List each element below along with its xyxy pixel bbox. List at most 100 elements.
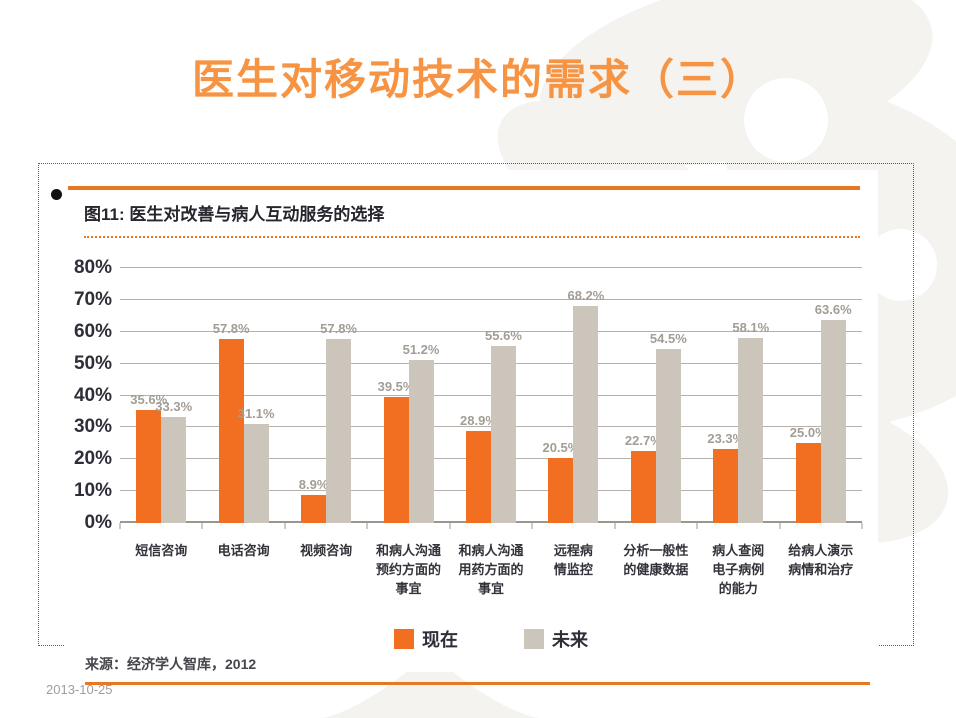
gridline [120,298,862,300]
figure-title: 图11: 医生对改善与病人互动服务的选择 [84,205,385,224]
bar-value-label: 20.5% [542,439,580,455]
bar-slot: 57.8% [213,268,250,523]
bar-现在-4 [383,397,409,523]
bar-未来-6 [573,305,599,523]
x-axis-tick [284,523,286,529]
bar-未来-3 [326,338,352,523]
x-axis-tick [779,523,781,529]
bar-未来-4 [408,359,434,523]
bar-slot: 23.3% [707,268,744,523]
bar-group: 22.7% 54.5% [615,268,697,523]
bar-value-label: 33.3% [155,398,193,414]
y-tick-label: 60% [73,320,112,342]
y-tick-label: 30% [73,416,112,438]
footer-rule [85,682,870,685]
x-axis-tick [119,523,121,529]
bar-slot: 35.6% [130,268,167,523]
legend-label: 未来 [552,630,588,650]
y-tick-label: 70% [73,288,112,310]
bar-现在-6 [548,457,574,523]
bar-未来-7 [655,349,681,523]
bullet-point [51,189,62,200]
chart-legend: 现在 未来 [120,626,862,652]
x-axis-labels: 短信咨询 电话咨询 视频咨询 和病人沟通 预约方面的 事宜 和病人沟通 用药方面的 事宜… [120,542,862,599]
x-category-label: 和病人沟通 预约方面的 事宜 [376,543,442,596]
bar-value-label: 57.8% [212,320,250,336]
bar-现在-3 [301,494,327,523]
bar-groups: 35.6% 33.3% 57.8% 31.1% 8.9% 57.8% 39.5% 51.2% 2… [120,268,862,523]
legend-swatch-icon [524,629,544,649]
bar-value-label: 22.7% [624,432,662,448]
bar-未来-1 [161,416,187,523]
bar-value-label: 68.2% [567,287,605,303]
bar-现在-8 [713,448,739,523]
bar-slot: 33.3% [155,268,192,523]
bar-slot: 8.9% [298,268,329,523]
x-category-label: 病人查阅 电子病例 的能力 [712,543,765,596]
page-title: 医生对移动技术的需求（三） [191,56,764,103]
bar-value-label: 63.6% [814,302,852,318]
x-axis-tick [531,523,533,529]
bar-value-label: 39.5% [377,379,415,395]
slide-date: 2013-10-25 [46,682,113,697]
bar-group: 8.9% 57.8% [285,268,367,523]
x-axis-tick [366,523,368,529]
bar-value-label: 57.8% [320,320,358,336]
gridline [120,330,862,332]
bar-未来-5 [490,345,516,523]
y-tick-label: 40% [73,384,112,406]
legend-swatch-icon [394,629,414,649]
x-axis-tick [201,523,203,529]
bar-group: 39.5% 51.2% [367,268,449,523]
bar-group: 20.5% 68.2% [532,268,614,523]
plot-area: 35.6% 33.3% 57.8% 31.1% 8.9% 57.8% 39.5% 51.2% 2… [119,267,863,529]
y-tick-label: 0% [84,512,112,533]
bar-group: 28.9% 55.6% [450,268,532,523]
bar-group: 57.8% 31.1% [202,268,284,523]
y-tick-label: 50% [73,352,112,374]
bar-现在-1 [136,409,162,523]
bar-slot: 54.5% [650,268,687,523]
gridline [120,267,862,268]
chart-dotted-rule [84,236,860,238]
bar-slot: 31.1% [238,268,275,523]
legend-item-未来: 未来 [524,626,588,652]
bar-现在-5 [465,430,491,523]
bar-value-label: 28.9% [460,412,497,428]
bar-slot: 28.9% [460,268,497,523]
bar-value-label: 55.6% [485,327,522,343]
bar-group: 23.3% 58.1% [697,268,779,523]
bar-未来-2 [243,423,269,523]
x-axis-tick [696,523,698,529]
bar-未来-9 [820,320,846,523]
bar-现在-9 [795,443,821,523]
bar-group: 35.6% 33.3% [120,268,202,523]
bar-value-label: 58.1% [732,319,770,335]
x-axis-tick [861,523,863,529]
x-category-label: 和病人沟通 用药方面的 事宜 [458,543,524,596]
x-axis-tick [449,523,451,529]
bar-value-label: 31.1% [237,405,275,421]
bar-value-label: 54.5% [649,331,687,347]
bar-slot: 39.5% [378,268,414,523]
bar-slot: 63.6% [815,268,852,523]
bar-value-label: 51.2% [402,341,440,357]
x-category-label: 远程病 情监控 [553,543,593,577]
bar-value-label: 35.6% [130,391,168,407]
x-category-label: 短信咨询 [135,543,188,558]
bar-value-label: 8.9% [298,476,329,492]
legend-item-现在: 现在 [394,626,458,652]
y-tick-label: 20% [73,448,112,470]
bar-slot: 57.8% [320,268,357,523]
x-axis-tick [614,523,616,529]
y-tick-label: 80% [73,257,112,278]
bar-现在-2 [218,338,244,523]
chart-top-rule [68,186,860,190]
bar-slot: 51.2% [403,268,439,523]
bar-group: 25.0% 63.6% [780,268,862,523]
y-tick-label: 10% [73,480,112,502]
bar-未来-8 [738,337,764,523]
bar-slot: 58.1% [732,268,769,523]
x-category-label: 分析一般性 的健康数据 [623,543,689,577]
